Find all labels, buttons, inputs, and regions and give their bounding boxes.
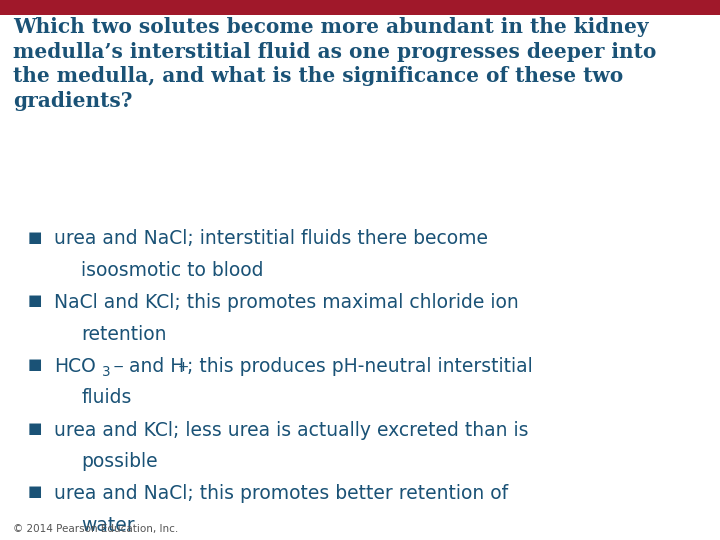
Text: urea and KCl; less urea is actually excreted than is: urea and KCl; less urea is actually excr… <box>54 421 528 440</box>
Text: urea and NaCl; this promotes better retention of: urea and NaCl; this promotes better rete… <box>54 484 508 503</box>
Text: possible: possible <box>81 452 158 471</box>
Text: ■: ■ <box>27 484 42 500</box>
Text: +: + <box>178 360 189 374</box>
Text: HCO: HCO <box>54 357 96 376</box>
Text: Which two solutes become more abundant in the kidney
medulla’s interstitial flui: Which two solutes become more abundant i… <box>13 17 657 111</box>
Text: retention: retention <box>81 325 167 343</box>
Text: ■: ■ <box>27 230 42 245</box>
Text: water: water <box>81 516 135 535</box>
Text: NaCl and KCl; this promotes maximal chloride ion: NaCl and KCl; this promotes maximal chlo… <box>54 293 518 312</box>
FancyBboxPatch shape <box>0 0 720 15</box>
Text: ■: ■ <box>27 357 42 372</box>
Text: isoosmotic to blood: isoosmotic to blood <box>81 261 264 280</box>
Text: fluids: fluids <box>81 388 132 407</box>
Text: −: − <box>112 360 124 374</box>
Text: ; this produces pH-neutral interstitial: ; this produces pH-neutral interstitial <box>187 357 533 376</box>
Text: ■: ■ <box>27 293 42 308</box>
Text: ■: ■ <box>27 421 42 436</box>
Text: and H: and H <box>123 357 184 376</box>
Text: © 2014 Pearson Education, Inc.: © 2014 Pearson Education, Inc. <box>13 523 179 534</box>
Text: urea and NaCl; interstitial fluids there become: urea and NaCl; interstitial fluids there… <box>54 230 488 248</box>
Text: 3: 3 <box>102 364 110 379</box>
